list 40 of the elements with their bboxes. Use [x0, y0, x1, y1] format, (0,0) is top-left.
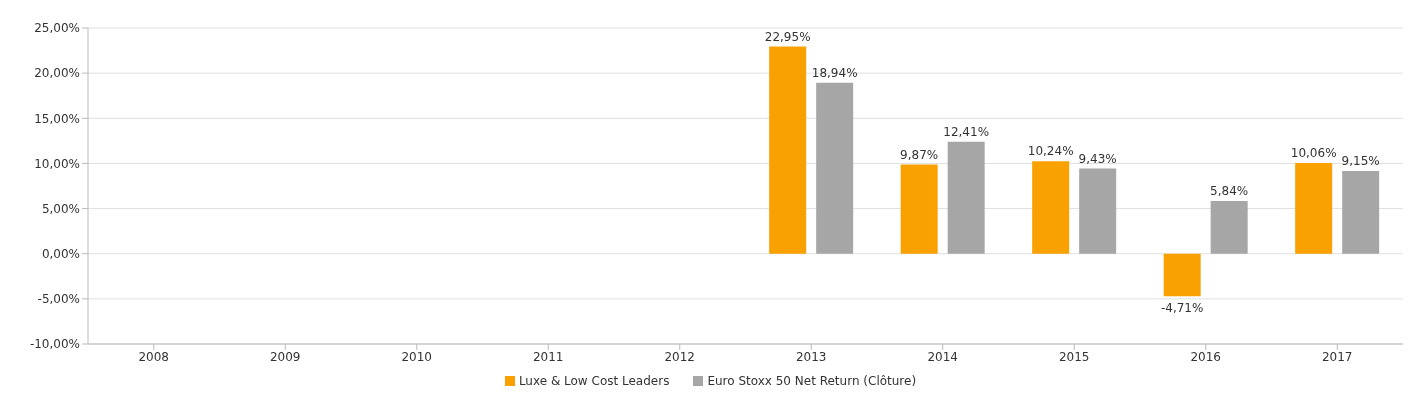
x-tick-label: 2017: [1321, 349, 1353, 364]
data-label: 18,94%: [811, 65, 858, 80]
x-tick-label: 2011: [532, 349, 564, 364]
x-tick-label: 2014: [927, 349, 959, 364]
x-tick-label: 2013: [795, 349, 827, 364]
bar: [1210, 200, 1248, 254]
y-tick-label: -5,00%: [37, 292, 80, 307]
legend-label: Luxe & Low Cost Leaders: [518, 374, 670, 388]
data-label: 10,06%: [1290, 145, 1337, 160]
x-tick-label: 2012: [664, 349, 696, 364]
bar: [1342, 171, 1380, 254]
bar: [1163, 253, 1201, 297]
bar: [1295, 162, 1333, 254]
bar: [900, 164, 938, 254]
x-tick-label: 2010: [401, 349, 433, 364]
bar: [769, 46, 807, 254]
bar: [1032, 161, 1070, 254]
x-tick-label: 2008: [138, 349, 170, 364]
bar: [1079, 168, 1117, 254]
data-label: 9,15%: [1341, 154, 1380, 169]
data-label: 9,43%: [1078, 151, 1117, 166]
data-label: 9,87%: [900, 147, 939, 162]
data-label: 22,95%: [764, 29, 811, 44]
legend-label: Euro Stoxx 50 Net Return (Clôture): [707, 374, 917, 388]
data-label: 10,24%: [1027, 144, 1074, 159]
y-tick-label: 25,00%: [34, 21, 80, 36]
y-tick-label: 10,00%: [34, 156, 80, 171]
y-tick-label: 15,00%: [34, 111, 80, 126]
data-label: 12,41%: [943, 124, 990, 139]
y-tick-label: 20,00%: [34, 66, 80, 81]
y-tick-label: -10,00%: [29, 337, 80, 352]
data-label: 5,84%: [1210, 183, 1249, 198]
y-tick-label: 5,00%: [41, 201, 80, 216]
bar: [947, 141, 985, 254]
bar: [816, 82, 854, 254]
data-label: -4,71%: [1160, 301, 1204, 316]
y-tick-label: 0,00%: [41, 246, 80, 261]
x-tick-label: 2015: [1058, 349, 1090, 364]
x-tick-label: 2016: [1190, 349, 1222, 364]
x-tick-label: 2009: [269, 349, 301, 364]
